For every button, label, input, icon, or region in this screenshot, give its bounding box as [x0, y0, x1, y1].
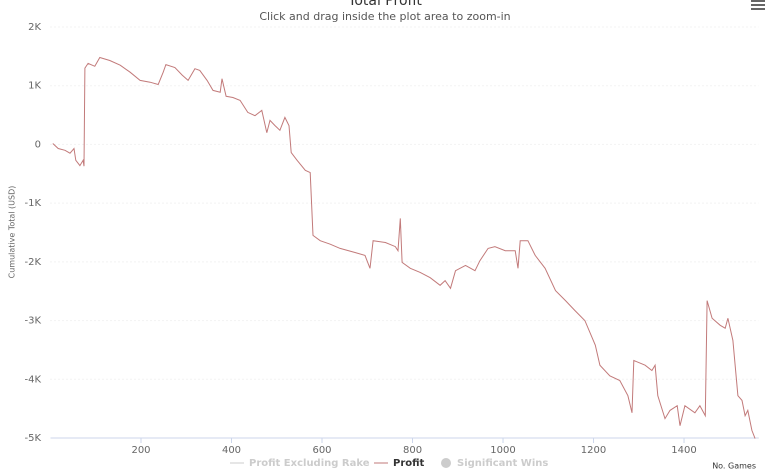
x-tick-label: 200 — [131, 445, 150, 456]
x-tick-label: 1200 — [581, 445, 606, 456]
y-tick-label: 1K — [28, 81, 41, 92]
y-tick-label: -3K — [24, 316, 41, 327]
y-tick-label: -4K — [24, 374, 41, 385]
chart-subtitle: Click and drag inside the plot area to z… — [259, 10, 510, 23]
y-tick-label: 0 — [35, 139, 41, 150]
legend-label[interactable]: Profit — [393, 458, 425, 469]
x-axis-title: No. Games — [712, 462, 756, 470]
y-tick-label: -5K — [24, 433, 41, 444]
y-axis-title: Cumulative Total (USD) — [8, 186, 17, 279]
legend-symbol — [441, 458, 451, 468]
x-tick-label: 1400 — [671, 445, 696, 456]
x-tick-label: 600 — [312, 445, 331, 456]
legend-label[interactable]: Significant Wins — [457, 458, 548, 469]
y-tick-label: -1K — [24, 198, 41, 209]
y-tick-label: -2K — [24, 257, 41, 268]
x-tick-label: 400 — [222, 445, 241, 456]
y-tick-label: 2K — [28, 22, 41, 33]
chart-title: Total Profit — [347, 0, 422, 9]
profit-line — [52, 56, 756, 439]
menu-button[interactable] — [751, 0, 765, 10]
legend-label[interactable]: Profit Excluding Rake — [249, 458, 370, 469]
x-tick-label: 1000 — [490, 445, 515, 456]
x-tick-label: 800 — [403, 445, 422, 456]
